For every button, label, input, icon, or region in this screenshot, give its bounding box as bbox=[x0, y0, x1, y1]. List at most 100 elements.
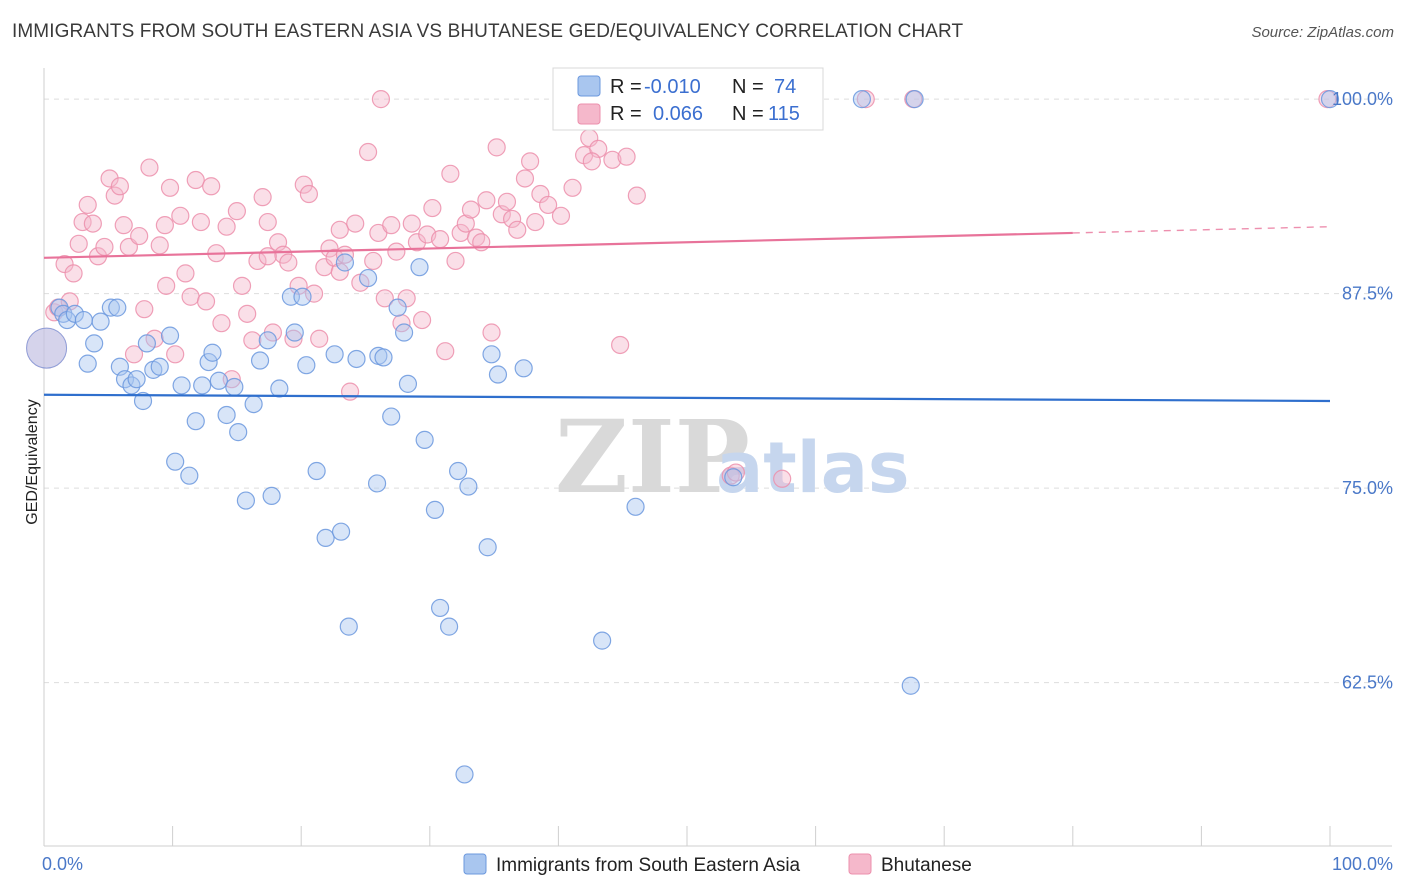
bhutanese-point-18 bbox=[135, 300, 154, 319]
bhutanese-point-52 bbox=[310, 329, 329, 348]
sea-point-69 bbox=[724, 468, 743, 487]
bhutanese-point-16 bbox=[124, 345, 144, 364]
x-tick-label-0: 0.0% bbox=[42, 854, 83, 874]
bhutanese-point-42 bbox=[258, 212, 277, 232]
legend-n-value-blue: 74 bbox=[774, 76, 796, 98]
bhutanese-point-65 bbox=[382, 216, 401, 235]
watermark-atlas: atlas bbox=[716, 427, 910, 509]
bhutanese-point-94 bbox=[539, 195, 558, 215]
sea-point-72 bbox=[905, 90, 924, 109]
legend-r-label-pink: R = bbox=[610, 103, 642, 125]
sea-point-59 bbox=[439, 617, 459, 636]
sea-point-14 bbox=[133, 391, 153, 411]
legend-n-label-blue: N = bbox=[732, 76, 764, 98]
sea-point-6 bbox=[85, 334, 104, 353]
bhutanese-point-87 bbox=[497, 192, 517, 211]
bhutanese-point-102 bbox=[617, 147, 636, 166]
bhutanese-point-12 bbox=[105, 186, 124, 205]
bhutanese-point-107 bbox=[856, 90, 875, 109]
sea-point-39 bbox=[297, 356, 316, 375]
y-tick-labels: 62.5% 75.0% 87.5% 100.0% bbox=[1332, 89, 1393, 693]
watermark-zip: ZIP bbox=[555, 398, 750, 516]
sea-point-48 bbox=[367, 474, 387, 493]
sea-point-51 bbox=[382, 407, 401, 426]
legend-swatch-blue bbox=[577, 75, 601, 97]
sea-point-64 bbox=[482, 345, 501, 364]
bhutanese-point-7 bbox=[78, 195, 97, 215]
sea-point-42 bbox=[325, 345, 344, 364]
sea-point-large bbox=[26, 327, 68, 369]
sea-point-58 bbox=[430, 598, 450, 618]
bhutanese-point-37 bbox=[232, 276, 252, 295]
bhutanese-point-77 bbox=[446, 251, 465, 271]
sea-point-55 bbox=[410, 258, 429, 277]
bhutanese-point-10 bbox=[95, 237, 114, 257]
bhutanese-point-88 bbox=[503, 209, 522, 229]
sea-point-32 bbox=[250, 351, 270, 370]
sea-point-30 bbox=[236, 491, 256, 510]
sea-point-60 bbox=[448, 461, 468, 481]
bhutanese-point-110 bbox=[582, 152, 601, 171]
y-tick-label-0: 62.5% bbox=[1342, 673, 1393, 693]
bhutanese-point-89 bbox=[508, 220, 527, 239]
bhutanese-point-30 bbox=[196, 292, 216, 311]
bhutanese-point-91 bbox=[521, 152, 540, 171]
bhutanese-point-31 bbox=[202, 177, 221, 196]
sea-point-57 bbox=[425, 500, 445, 520]
bhutanese-point-23 bbox=[160, 178, 180, 197]
axes bbox=[43, 68, 1392, 847]
sea-point-22 bbox=[186, 412, 205, 431]
sea-point-62 bbox=[459, 477, 478, 496]
bhutanese-point-61 bbox=[358, 142, 378, 162]
sea-point-45 bbox=[339, 617, 358, 636]
sea-point-29 bbox=[229, 423, 248, 442]
gridlines bbox=[44, 98, 1392, 684]
sea-point-27 bbox=[217, 405, 236, 425]
bhutanese-point-58 bbox=[340, 382, 360, 401]
bhutanese-point-13 bbox=[110, 177, 129, 196]
sea-point-9 bbox=[108, 298, 127, 317]
bhutanese-point-85 bbox=[487, 138, 506, 157]
bhutanese-point-49 bbox=[294, 175, 313, 194]
sea-point-54 bbox=[398, 374, 418, 393]
bhutanese-point-64 bbox=[375, 289, 394, 308]
legend-n-label-pink: N = bbox=[732, 103, 764, 125]
sea-point-38 bbox=[293, 287, 312, 306]
sea-point-71 bbox=[901, 676, 920, 695]
sea-point-53 bbox=[394, 323, 414, 342]
bhutanese-point-27 bbox=[181, 287, 200, 306]
bhutanese-point-76 bbox=[441, 164, 460, 183]
sea-point-46 bbox=[347, 349, 366, 369]
sea-point-47 bbox=[358, 268, 378, 288]
bhutanese-point-80 bbox=[461, 200, 481, 219]
bhutanese-point-33 bbox=[212, 314, 231, 333]
bhutanese-point-96 bbox=[563, 178, 582, 197]
legend-r-value-pink: 0.066 bbox=[653, 103, 703, 125]
bhutanese-point-90 bbox=[515, 169, 535, 188]
bhutanese-point-54 bbox=[320, 239, 339, 258]
legend-n-value-pink: 115 bbox=[768, 103, 800, 125]
bhutanese-point-66 bbox=[387, 242, 406, 261]
sea-point-35 bbox=[270, 379, 289, 398]
sea-point-7 bbox=[91, 312, 110, 331]
bhutanese-point-100 bbox=[603, 150, 622, 169]
bhutanese-point-83 bbox=[477, 191, 496, 210]
sea-point-5 bbox=[78, 354, 97, 373]
bhutanese-point-8 bbox=[83, 214, 102, 233]
sea-point-13 bbox=[127, 370, 146, 389]
bhutanese-point-47 bbox=[284, 329, 303, 348]
bhutanese-point-34 bbox=[217, 217, 236, 236]
bhutanese-point-62 bbox=[364, 251, 383, 271]
bhutanese-point-21 bbox=[150, 236, 169, 255]
bhutanese-point-51 bbox=[304, 284, 324, 303]
sea-point-26 bbox=[209, 371, 228, 390]
bhutanese-points bbox=[26, 90, 1337, 488]
sea-point-65 bbox=[488, 365, 508, 384]
bottom-legend: Immigrants from South Eastern Asia Bhuta… bbox=[463, 853, 972, 876]
sea-immigrant-points bbox=[26, 90, 1340, 784]
sea-point-52 bbox=[388, 298, 407, 317]
bhutanese-point-112 bbox=[157, 276, 176, 295]
bhutanese-point-25 bbox=[171, 206, 190, 225]
bhutanese-point-38 bbox=[238, 304, 257, 323]
